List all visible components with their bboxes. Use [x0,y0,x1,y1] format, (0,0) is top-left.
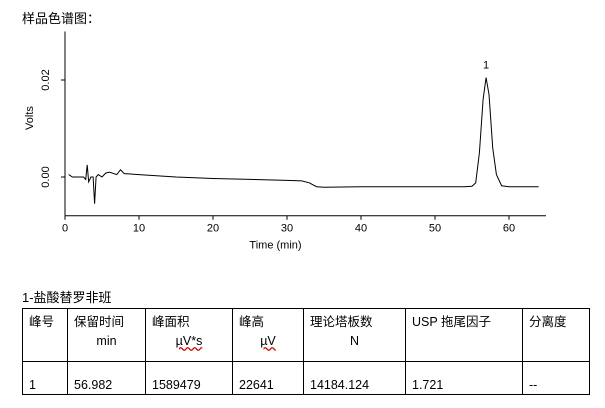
header-label: 分离度 [529,315,567,329]
chromatogram: 0 10 20 30 40 50 60 0.00 0.02 Time (min) Volts 1 [24,31,546,252]
header-label: 峰面积 [152,315,190,329]
unit: µV*s [175,334,203,348]
header-label: 峰高 [239,315,265,329]
peak-label: 1 [483,59,489,71]
unit: min [96,334,117,348]
table-body: 1 56.982 1589479 22641 14184.124 1.721 -- [22,361,590,395]
header-cell: USP 拖尾因子 [405,308,523,362]
y-tick-label: 0.00 [40,166,52,187]
x-tick-label: 50 [429,223,441,235]
header-label: 理论塔板数 [310,315,373,329]
cell: 56.982 [67,361,146,395]
header-label: 保留时间 [74,315,125,329]
y-tick-label: 0.02 [40,69,52,90]
unit: µV [260,334,276,348]
cell: -- [522,361,590,395]
y-axis-label: Volts [24,106,36,130]
header-cell: 峰面积 µV*s [145,308,233,362]
header-cell: 保留时间 min [67,308,146,362]
header-cell: 理论塔板数 N [303,308,406,362]
header-label: USP 拖尾因子 [412,315,491,329]
table-row: 1 56.982 1589479 22641 14184.124 1.721 -- [22,361,590,395]
x-tick-label: 60 [503,223,515,235]
x-tick-label: 40 [355,223,367,235]
header-cell: 峰高 µV [232,308,304,362]
header-label: 峰号 [29,315,55,329]
cell: 22641 [232,361,304,395]
cell: 14184.124 [303,361,406,395]
cell: 1.721 [405,361,523,395]
cell: 1589479 [145,361,233,395]
unit: N [349,334,360,348]
x-tick-label: 0 [62,223,68,235]
x-axis-label: Time (min) [249,240,301,252]
heading: 样品色谱图： [22,11,101,26]
x-tick-label: 30 [281,223,293,235]
header-cell: 分离度 [522,308,590,362]
trace [68,77,539,204]
header-row: 峰号 保留时间 min 峰面积 µV*s 峰高 µV 理论塔板数 N USP 拖尾因子 分离度 [22,308,590,362]
table-title: 1-盐酸替罗非班 [22,290,112,305]
x-tick-label: 10 [133,223,145,235]
header-cell: 峰号 [22,308,68,362]
cell: 1 [22,361,68,395]
x-tick-label: 20 [207,223,219,235]
